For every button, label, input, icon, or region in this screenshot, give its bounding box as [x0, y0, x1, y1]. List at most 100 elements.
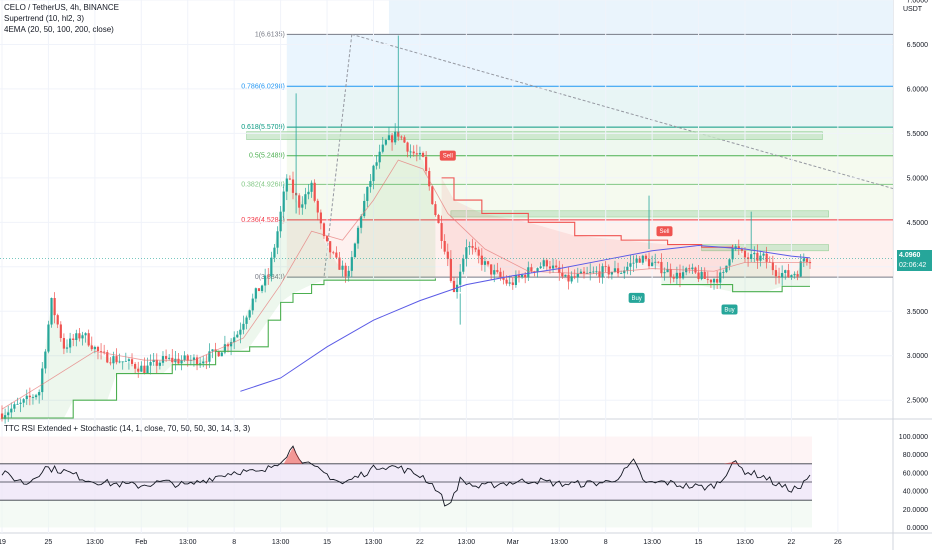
candle-body — [496, 270, 499, 272]
candle-body — [765, 253, 768, 262]
candle-body — [663, 272, 666, 274]
time-tick-label: 15 — [323, 539, 331, 546]
ema-legend[interactable]: 4EMA (20, 50, 100, 200, close) — [4, 25, 114, 34]
oscillator-tick-label: 40.0000 — [903, 489, 928, 496]
candle-body — [626, 266, 629, 271]
candle-body — [394, 131, 397, 143]
candle-body — [771, 262, 774, 271]
candle-body — [72, 338, 75, 341]
candle-body — [180, 360, 183, 364]
price-axes: 7.00006.50006.00005.50005.00004.50004.00… — [0, 0, 928, 532]
overbought-peak — [723, 462, 742, 464]
candle-body — [34, 395, 38, 398]
candle-body — [16, 403, 19, 405]
oscillator-legend[interactable]: TTC RSI Extended + Stochastic (14, 1, cl… — [4, 424, 251, 433]
candle-body — [56, 315, 59, 325]
candle-body — [750, 254, 753, 259]
candle-body — [353, 243, 357, 258]
candle-body — [499, 271, 502, 278]
candle-body — [796, 274, 799, 277]
candle-body — [564, 274, 567, 277]
candle-body — [384, 139, 387, 145]
candle-body — [282, 191, 285, 212]
currency-label: USDT — [903, 6, 923, 13]
candle-body — [576, 273, 579, 278]
candle-body — [344, 265, 347, 277]
price-tick-label: 3.0000 — [907, 353, 929, 360]
price-tick-label: 3.5000 — [907, 309, 929, 316]
candle-body — [561, 272, 564, 277]
candle-body — [276, 231, 279, 248]
buy-signal-badge — [628, 292, 645, 303]
candle-body — [356, 227, 360, 244]
candle-body — [694, 267, 697, 273]
candle-body — [700, 271, 703, 280]
time-tick-label: 13:00 — [86, 539, 104, 546]
candle-body — [273, 247, 276, 258]
candle-body — [229, 342, 233, 347]
candle-body — [570, 276, 573, 282]
time-axis: 19 25 13:00 Feb 13:00 8 13:00 15 13:00 22 13:00 Mar… — [0, 539, 842, 546]
candle-body — [239, 329, 242, 335]
candle-body — [50, 298, 53, 325]
candle-body — [44, 351, 47, 369]
candle-body — [709, 279, 713, 283]
candle-body — [431, 186, 434, 205]
candle-body — [756, 252, 759, 261]
candle-body — [722, 272, 725, 273]
trend-line — [351, 33, 894, 190]
candle-body — [387, 135, 391, 140]
candle-body — [183, 355, 186, 361]
candle-body — [372, 165, 375, 182]
candle-body — [375, 162, 378, 166]
candle-body — [143, 365, 146, 374]
candle-body — [84, 333, 87, 336]
candle-body — [341, 265, 344, 270]
price-tick-label: 6.0000 — [907, 86, 929, 93]
supertrend-line-up — [661, 284, 810, 293]
candle-body — [657, 261, 660, 263]
candle-body — [446, 251, 449, 259]
candle-body — [774, 270, 778, 277]
candle-body — [236, 334, 239, 338]
candle-body — [332, 252, 335, 254]
candle-body — [675, 272, 678, 279]
candle-body — [632, 262, 635, 264]
candle-body — [41, 368, 44, 393]
candle-body — [115, 356, 118, 363]
candle-body — [777, 276, 781, 278]
time-tick-label: 8 — [604, 539, 608, 546]
candle-body — [740, 248, 743, 251]
candle-body — [719, 272, 722, 283]
symbol-legend[interactable]: CELO / TetherUS, 4h, BINANCE — [4, 3, 120, 12]
candle-body — [601, 266, 604, 278]
candle-body — [267, 275, 270, 277]
price-tick-label: 5.5000 — [907, 131, 929, 138]
price-tick-label: 7.0000 — [907, 0, 929, 5]
ema-slow-line — [240, 244, 811, 392]
candle-body — [787, 270, 790, 278]
candle-body — [462, 258, 465, 272]
candle-body — [350, 257, 353, 271]
candle-body — [641, 255, 644, 263]
candle-body — [465, 247, 468, 259]
candle-body — [598, 271, 601, 278]
candle-body — [7, 412, 10, 416]
candle-body — [654, 261, 657, 263]
supertrend-legend[interactable]: Supertrend (10, hl2, 3) — [4, 14, 85, 23]
oscillator-tick-label: 60.0000 — [903, 470, 928, 477]
candle-body — [589, 272, 592, 273]
candle-body — [87, 333, 90, 346]
candle-body — [459, 271, 462, 285]
candle-body — [211, 349, 214, 352]
candle-body — [425, 156, 428, 172]
candle-body — [697, 272, 700, 280]
candle-body — [551, 265, 555, 269]
candle-body — [573, 276, 576, 278]
candle-body — [595, 271, 598, 273]
candle-body — [13, 404, 16, 409]
candle-body — [524, 274, 527, 278]
candle-body — [517, 275, 521, 277]
candle-body — [753, 252, 756, 255]
